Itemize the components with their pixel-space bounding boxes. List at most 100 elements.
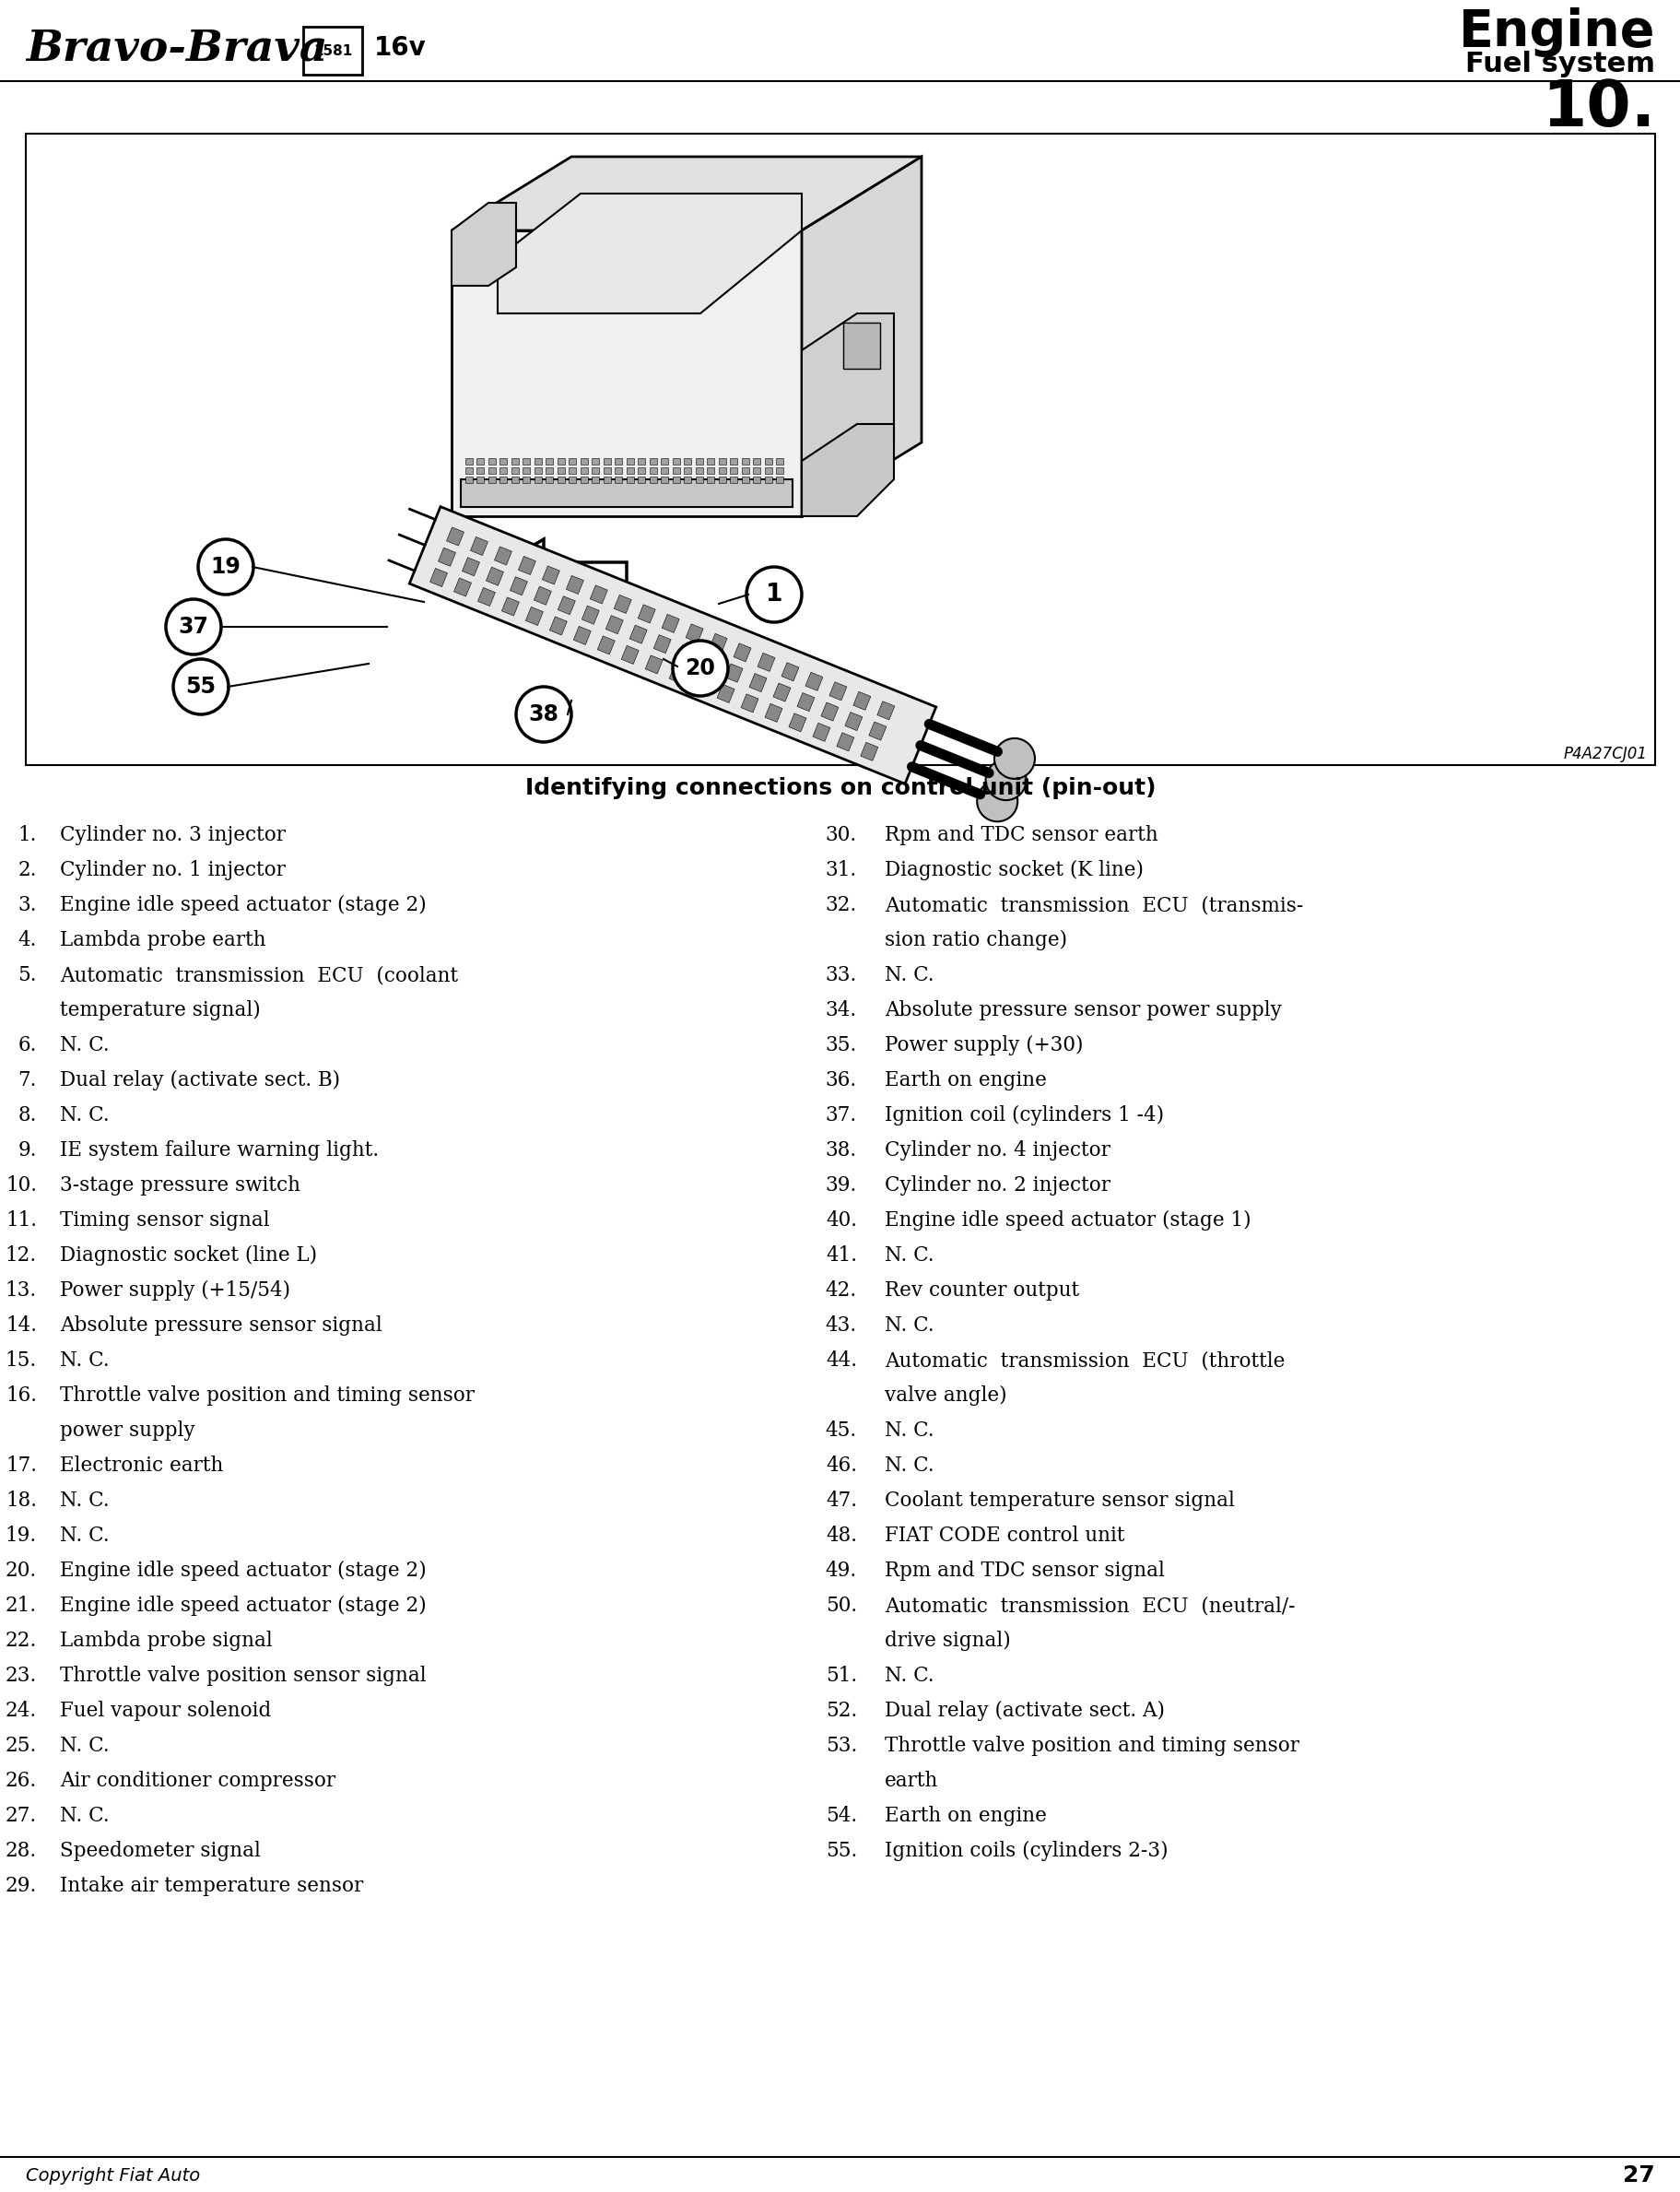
Text: N. C.: N. C. <box>60 1526 109 1545</box>
Text: Air conditioner compressor: Air conditioner compressor <box>60 1771 336 1791</box>
Text: Absolute pressure sensor signal: Absolute pressure sensor signal <box>60 1315 381 1335</box>
Text: 37.: 37. <box>825 1105 857 1124</box>
Bar <box>869 721 885 741</box>
Bar <box>534 467 541 473</box>
Bar <box>534 476 541 482</box>
Bar <box>470 537 487 555</box>
Bar <box>660 458 669 465</box>
Bar <box>489 467 496 473</box>
Bar <box>758 653 774 671</box>
Text: 41.: 41. <box>825 1245 857 1265</box>
Bar <box>570 458 576 465</box>
Text: Diagnostic socket (line L): Diagnostic socket (line L) <box>60 1245 318 1265</box>
Bar <box>719 476 726 482</box>
Bar <box>741 695 758 712</box>
Bar <box>741 476 749 482</box>
Text: Automatic  transmission  ECU  (coolant: Automatic transmission ECU (coolant <box>60 964 459 986</box>
Text: 29.: 29. <box>5 1876 37 1896</box>
Text: 54.: 54. <box>825 1806 857 1826</box>
Text: 55.: 55. <box>825 1841 857 1861</box>
Polygon shape <box>497 193 801 313</box>
Bar <box>573 627 591 644</box>
Bar <box>494 546 512 566</box>
Bar <box>650 458 657 465</box>
Text: Electronic earth: Electronic earth <box>60 1455 223 1475</box>
Text: Intake air temperature sensor: Intake air temperature sensor <box>60 1876 363 1896</box>
Bar <box>546 458 553 465</box>
Bar <box>773 684 790 701</box>
Bar <box>805 673 823 690</box>
Circle shape <box>166 598 222 655</box>
Bar <box>845 712 862 730</box>
Polygon shape <box>452 230 801 515</box>
Text: 3-stage pressure switch: 3-stage pressure switch <box>60 1175 301 1195</box>
Text: 40.: 40. <box>825 1210 857 1230</box>
Polygon shape <box>801 313 894 480</box>
Text: Lambda probe signal: Lambda probe signal <box>60 1631 272 1651</box>
Text: 43.: 43. <box>825 1315 857 1335</box>
Text: N. C.: N. C. <box>884 1245 934 1265</box>
Bar <box>732 642 751 662</box>
Circle shape <box>746 568 801 623</box>
Text: power supply: power supply <box>60 1420 195 1440</box>
Bar <box>843 322 880 368</box>
Bar <box>685 625 702 642</box>
Text: N. C.: N. C. <box>884 1315 934 1335</box>
Bar <box>590 585 606 603</box>
Text: 20.: 20. <box>5 1561 37 1580</box>
Text: N. C.: N. C. <box>60 1491 109 1510</box>
Bar <box>837 732 853 752</box>
Text: Throttle valve position sensor signal: Throttle valve position sensor signal <box>60 1666 427 1686</box>
Bar <box>764 476 771 482</box>
Polygon shape <box>489 539 627 603</box>
Bar <box>877 701 894 719</box>
Bar <box>650 476 657 482</box>
Text: N. C.: N. C. <box>884 1455 934 1475</box>
Text: 19: 19 <box>210 557 240 579</box>
Bar <box>638 605 655 623</box>
Text: Absolute pressure sensor power supply: Absolute pressure sensor power supply <box>884 1000 1282 1021</box>
Bar <box>615 476 622 482</box>
Bar <box>776 467 783 473</box>
Bar <box>546 476 553 482</box>
Text: Diagnostic socket (K line): Diagnostic socket (K line) <box>884 859 1142 881</box>
Bar <box>591 458 600 465</box>
Text: 48.: 48. <box>825 1526 857 1545</box>
Text: Engine: Engine <box>1458 7 1655 57</box>
Bar <box>753 458 761 465</box>
Text: sion ratio change): sion ratio change) <box>884 929 1067 951</box>
Bar <box>696 467 702 473</box>
Bar <box>558 596 575 614</box>
Text: Cylinder no. 3 injector: Cylinder no. 3 injector <box>60 824 286 846</box>
Bar <box>603 458 610 465</box>
Text: P4A27CJ01: P4A27CJ01 <box>1562 745 1646 763</box>
Text: 9.: 9. <box>18 1140 37 1160</box>
Bar <box>501 596 519 616</box>
Text: 5.: 5. <box>18 964 37 986</box>
Bar <box>709 633 727 651</box>
Text: 22.: 22. <box>5 1631 37 1651</box>
Bar <box>558 458 564 465</box>
Text: Identifying connections on control unit (pin-out): Identifying connections on control unit … <box>524 776 1156 800</box>
Text: N. C.: N. C. <box>60 1736 109 1756</box>
Bar <box>605 616 623 633</box>
Text: 17.: 17. <box>5 1455 37 1475</box>
Bar <box>776 458 783 465</box>
Text: 34.: 34. <box>825 1000 857 1021</box>
Bar <box>707 476 714 482</box>
Bar <box>828 682 847 701</box>
Bar <box>549 616 566 636</box>
Text: 23.: 23. <box>5 1666 37 1686</box>
Bar <box>511 476 519 482</box>
Text: 10.: 10. <box>5 1175 37 1195</box>
Bar <box>684 458 690 465</box>
Text: 27.: 27. <box>5 1806 37 1826</box>
Bar <box>581 605 600 625</box>
Text: Fuel system: Fuel system <box>1465 50 1655 79</box>
Bar <box>726 664 743 682</box>
Text: Engine idle speed actuator (stage 2): Engine idle speed actuator (stage 2) <box>60 1596 427 1616</box>
Text: Throttle valve position and timing sensor: Throttle valve position and timing senso… <box>884 1736 1299 1756</box>
Bar <box>465 467 472 473</box>
Bar <box>753 476 761 482</box>
Text: 26.: 26. <box>5 1771 37 1791</box>
